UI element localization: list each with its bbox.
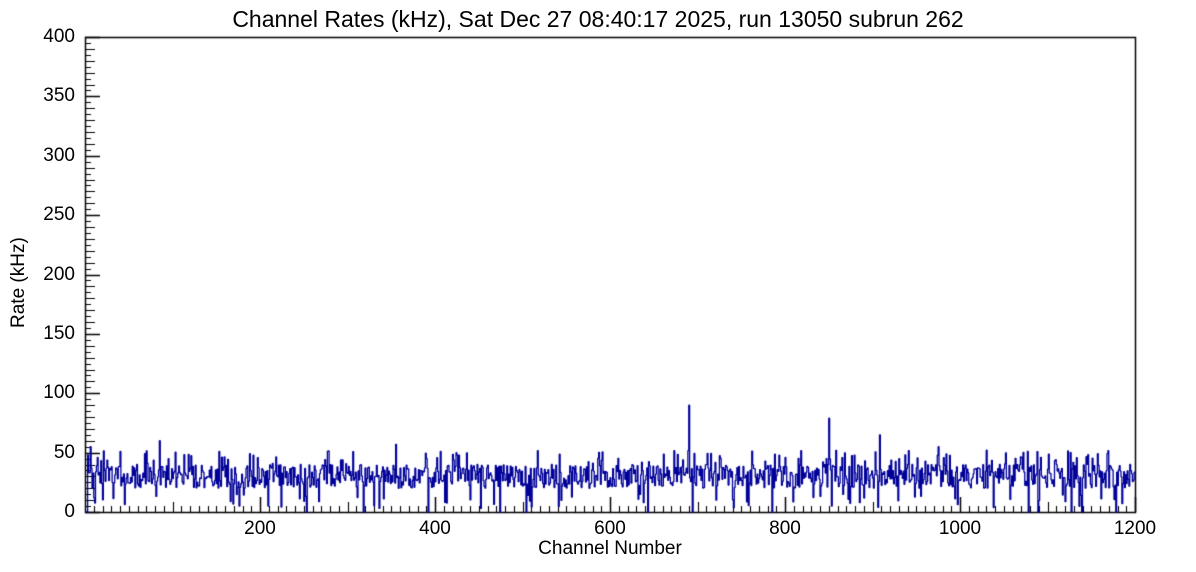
x-tick-label: 200 [244, 518, 276, 539]
x-axis-title: Channel Number [538, 538, 682, 559]
x-tick-label: 1000 [938, 518, 982, 539]
y-tick-label: 300 [43, 144, 75, 166]
y-tick-label: 150 [43, 322, 75, 344]
y-tick-label: 0 [64, 501, 75, 522]
x-tick-label: 400 [419, 518, 451, 539]
x-tick-label: 1200 [1113, 518, 1157, 539]
y-tick-label: 400 [43, 26, 75, 47]
y-tick-label: 250 [43, 204, 75, 226]
x-tick-label: 600 [594, 518, 626, 539]
y-tick-label: 200 [43, 263, 75, 285]
y-tick-label: 100 [43, 382, 75, 404]
y-tick-label: 50 [53, 441, 75, 463]
x-tick-label: 800 [769, 518, 801, 539]
y-tick-label: 350 [43, 85, 75, 107]
